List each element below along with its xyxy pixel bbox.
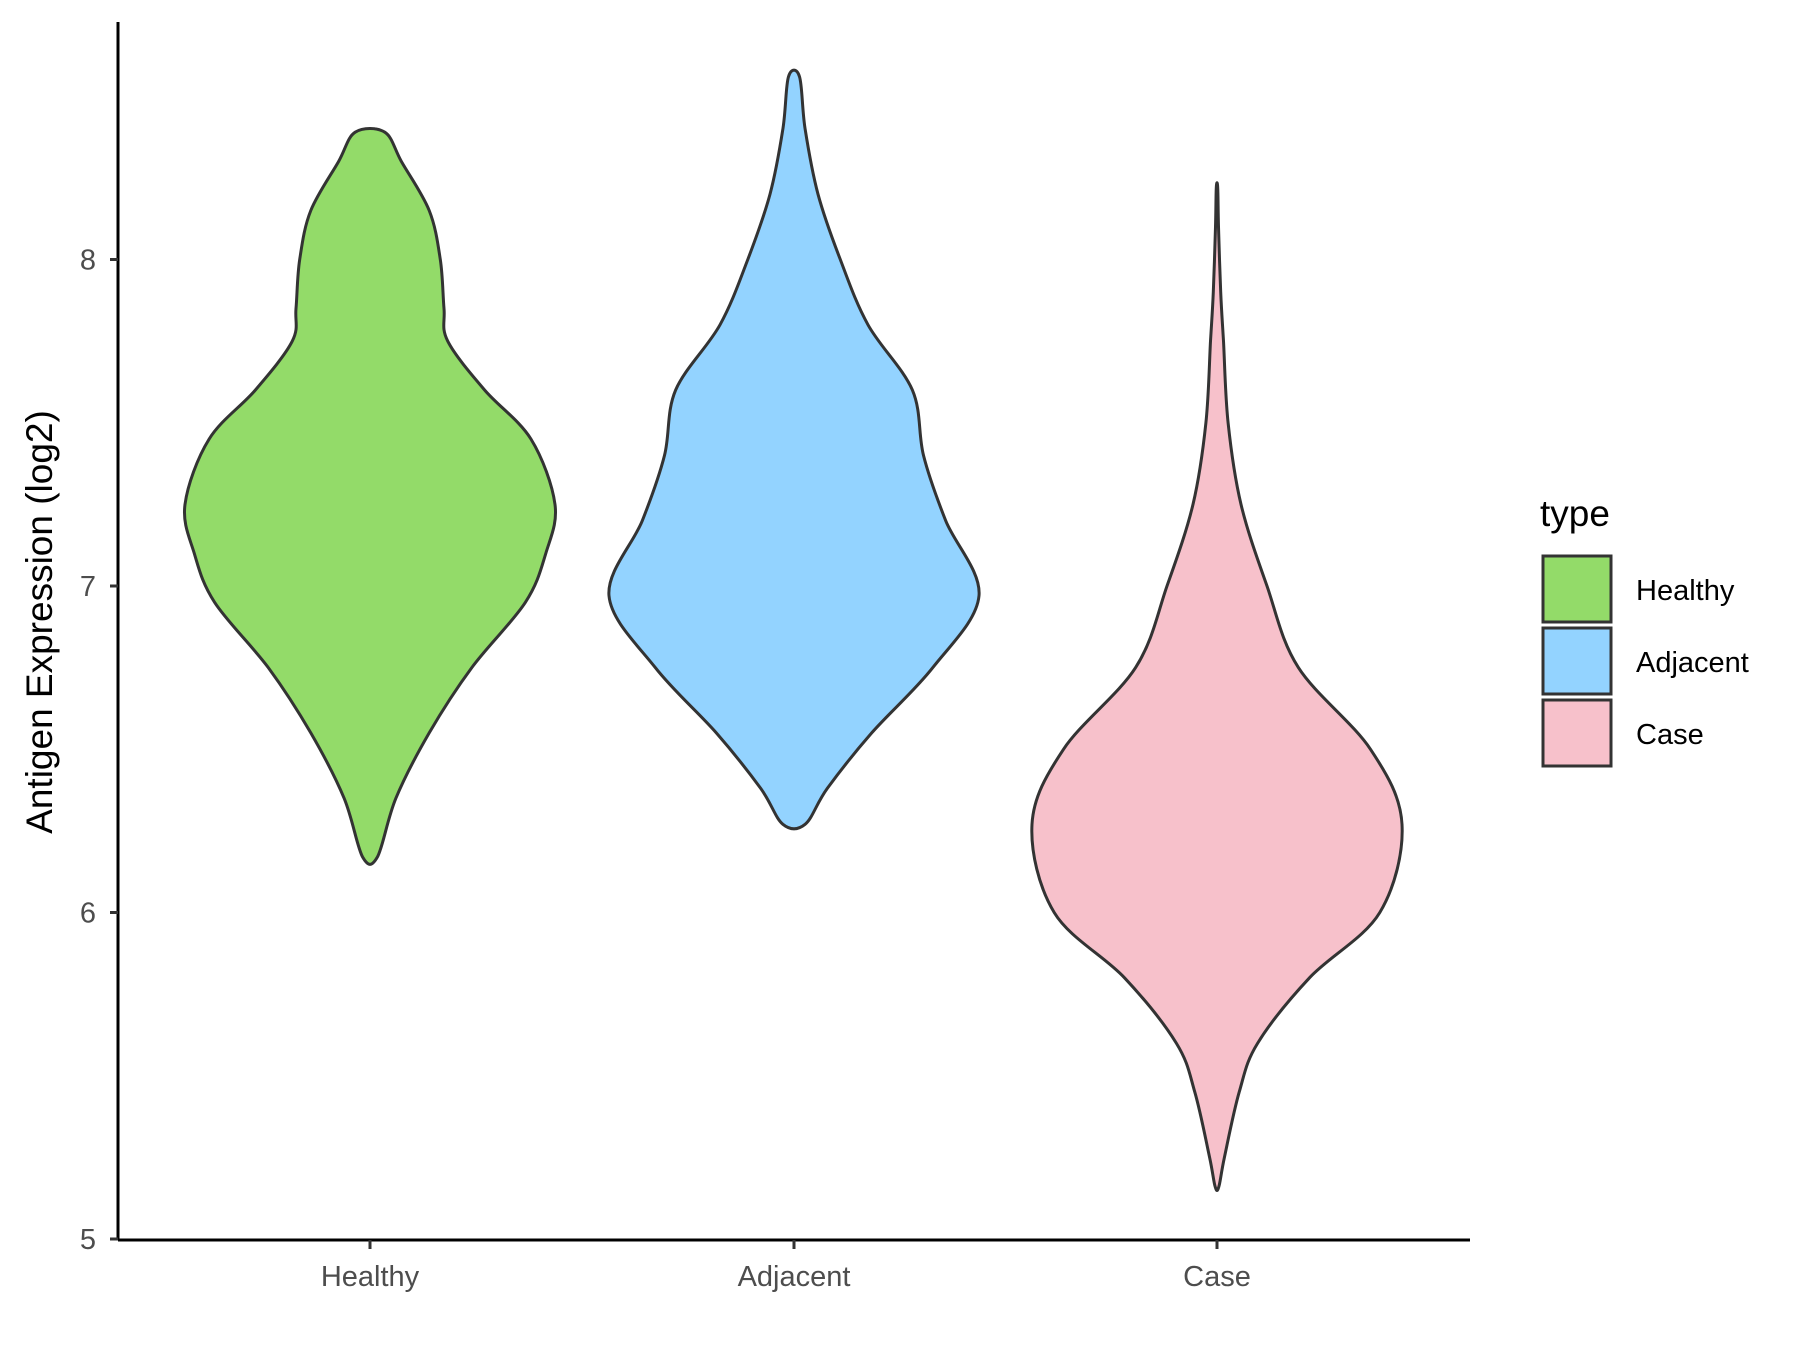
x-tick-label: Adjacent xyxy=(738,1261,851,1293)
violin-layer xyxy=(182,68,1404,1192)
legend-key-case xyxy=(1541,698,1613,768)
legend: type Healthy Adjacent Case xyxy=(1540,493,1749,768)
legend-title: type xyxy=(1540,493,1610,534)
y-axis-ticks: 5 6 7 8 xyxy=(80,245,118,1256)
y-tick-label: 8 xyxy=(80,245,96,277)
x-tick-label: Healthy xyxy=(321,1261,420,1293)
x-axis-ticks: Healthy Adjacent Case xyxy=(321,1240,1251,1293)
y-tick-label: 6 xyxy=(80,898,96,930)
violin-healthy xyxy=(182,127,558,866)
x-tick-label: Case xyxy=(1183,1261,1251,1293)
y-axis-title: Antigen Expression (log2) xyxy=(19,410,60,834)
y-tick-label: 7 xyxy=(80,571,96,603)
violin-case xyxy=(1030,181,1404,1192)
legend-key-healthy xyxy=(1541,554,1613,624)
legend-items: Healthy Adjacent Case xyxy=(1541,554,1749,768)
y-tick-label: 5 xyxy=(80,1224,96,1256)
legend-key-adjacent xyxy=(1541,626,1613,696)
legend-label-adjacent: Adjacent xyxy=(1636,647,1749,679)
violin-adjacent xyxy=(607,68,981,831)
legend-label-case: Case xyxy=(1636,719,1704,751)
legend-label-healthy: Healthy xyxy=(1636,575,1735,607)
